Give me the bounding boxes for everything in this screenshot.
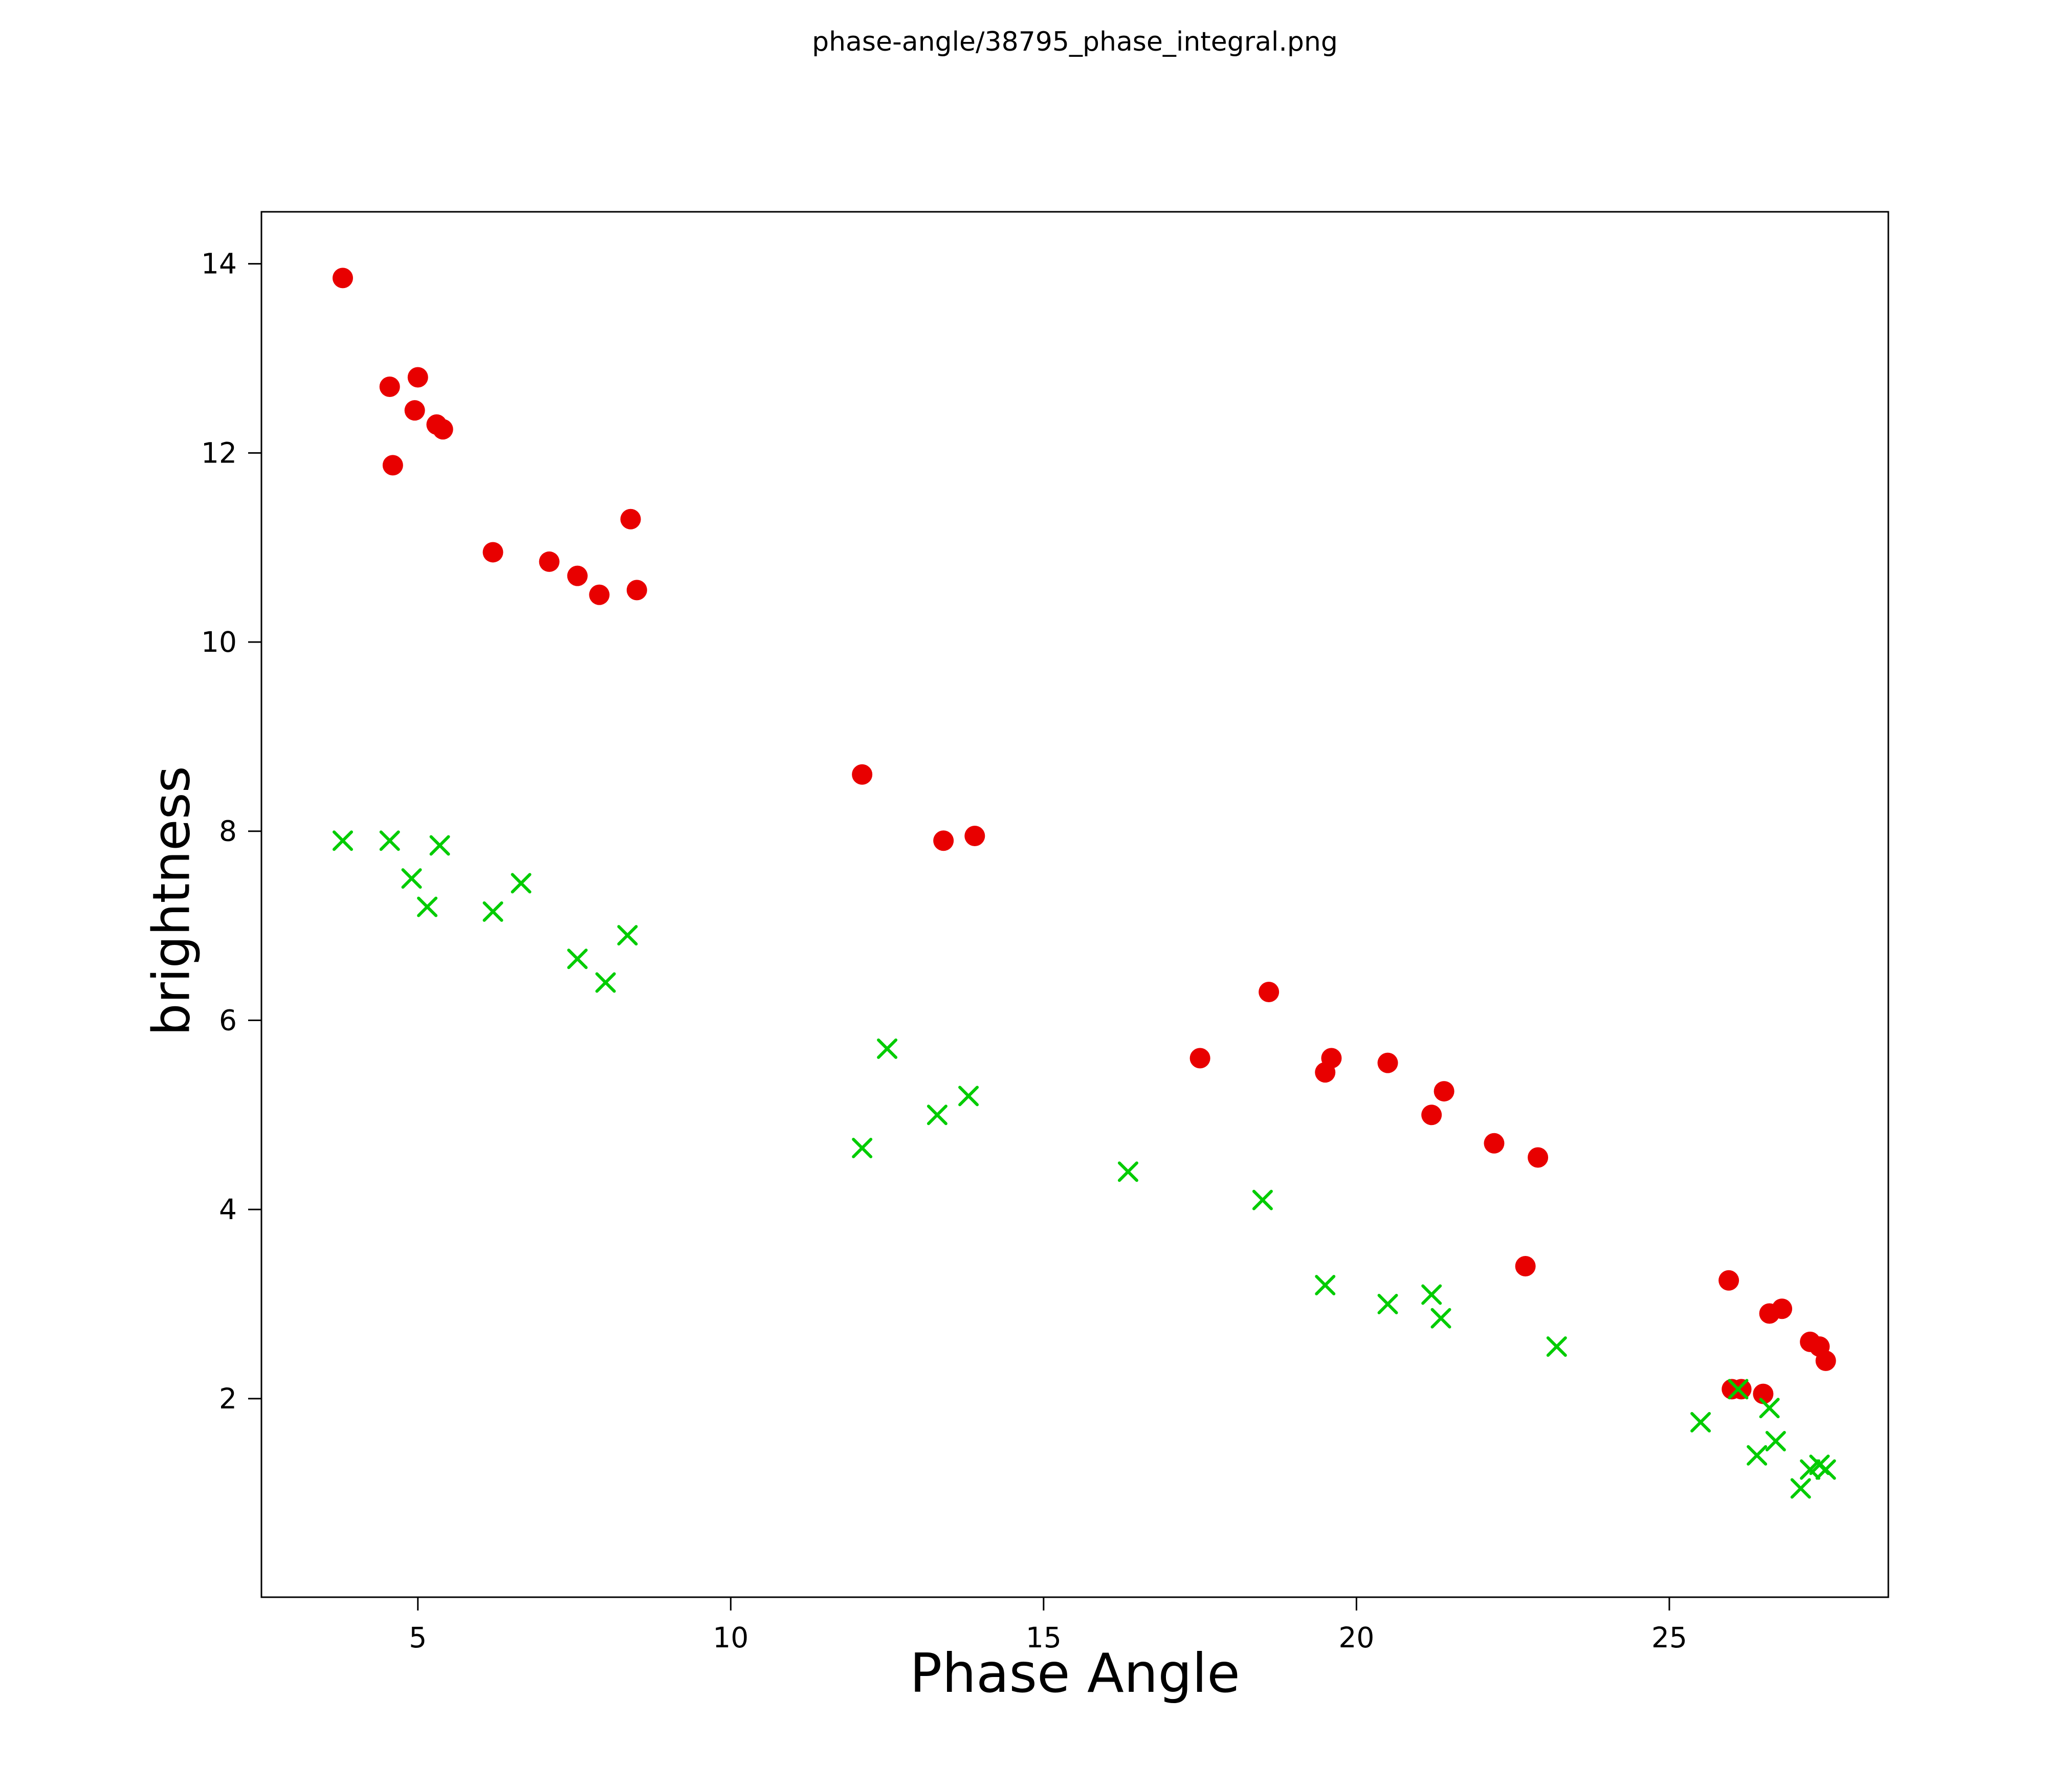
red-circles-point (852, 764, 873, 785)
green-crosses-point (567, 948, 588, 969)
x-tick-label: 20 (1338, 1621, 1374, 1654)
red-circles-point (1377, 1052, 1398, 1073)
green-crosses-point (511, 873, 532, 894)
green-crosses-point (1800, 1459, 1821, 1480)
green-crosses-point (958, 1086, 979, 1107)
red-circles-point (626, 580, 647, 601)
red-circles-point (1321, 1048, 1342, 1069)
y-tick-label: 2 (219, 1382, 237, 1415)
y-tick-label: 8 (219, 815, 237, 848)
green-crosses-point (482, 901, 503, 922)
red-circles-point (1259, 981, 1280, 1002)
red-circles-point (1528, 1147, 1549, 1168)
x-tick-label: 5 (409, 1621, 427, 1654)
y-tick-label: 4 (219, 1193, 237, 1226)
green-crosses-point (595, 972, 616, 993)
green-crosses-point (1315, 1275, 1336, 1296)
red-circles-point (1753, 1383, 1774, 1404)
green-crosses-point (1815, 1459, 1836, 1480)
green-crosses-point (1759, 1398, 1780, 1419)
red-circles-point (1515, 1256, 1536, 1277)
green-crosses-point (429, 835, 450, 856)
green-crosses-point (877, 1038, 898, 1059)
red-circles-point (933, 830, 954, 851)
green-crosses-point (1377, 1293, 1398, 1314)
green-crosses-point (1430, 1308, 1451, 1329)
red-circles-point (964, 825, 985, 846)
red-circles-point (589, 584, 610, 605)
red-circles-point (1421, 1105, 1442, 1126)
red-circles-point (1434, 1081, 1454, 1102)
red-circles-point (1484, 1133, 1505, 1154)
green-crosses-point (379, 830, 400, 851)
red-circles-point (1189, 1048, 1210, 1069)
green-crosses-point (401, 868, 422, 889)
green-crosses-point (1765, 1431, 1786, 1451)
x-axis-label: Phase Angle (910, 1642, 1240, 1705)
green-crosses-point (1117, 1161, 1138, 1182)
green-crosses-point (1421, 1284, 1442, 1305)
red-circles-point (382, 455, 403, 476)
red-circles-point (567, 565, 588, 586)
green-crosses-point (1747, 1445, 1768, 1466)
y-axis-label: brightness (141, 766, 202, 1036)
y-tick-label: 14 (201, 248, 237, 280)
green-crosses-point (1546, 1336, 1567, 1357)
green-crosses-point (333, 830, 353, 851)
red-circles-point (1718, 1270, 1739, 1291)
green-crosses-point (1728, 1379, 1749, 1400)
red-circles-point (620, 509, 641, 530)
green-crosses-point (417, 896, 438, 917)
red-circles-point (407, 367, 428, 388)
plot-border (260, 211, 1889, 1598)
red-circles-point (333, 268, 353, 289)
y-tick-label: 10 (201, 626, 237, 658)
green-crosses-point (1690, 1412, 1711, 1433)
red-circles-point (1731, 1379, 1752, 1400)
red-circles-point (1772, 1298, 1793, 1319)
green-crosses-point (1790, 1478, 1811, 1499)
red-circles-point (432, 419, 453, 440)
green-crosses-point (617, 925, 638, 946)
x-tick-label: 10 (713, 1621, 748, 1654)
x-tick-label: 15 (1026, 1621, 1062, 1654)
green-crosses-point (927, 1105, 947, 1126)
red-circles-point (404, 400, 425, 421)
x-tick-label: 25 (1651, 1621, 1687, 1654)
y-tick-label: 6 (219, 1004, 237, 1036)
red-circles-point (379, 376, 400, 397)
red-circles-point (539, 551, 560, 572)
chart-title: phase-angle/38795_phase_integral.png (812, 27, 1338, 57)
green-crosses-point (1252, 1189, 1273, 1210)
green-crosses-point (852, 1137, 873, 1158)
y-tick-label: 12 (201, 436, 237, 469)
red-circles-point (482, 542, 503, 563)
red-circles-point (1815, 1350, 1836, 1371)
